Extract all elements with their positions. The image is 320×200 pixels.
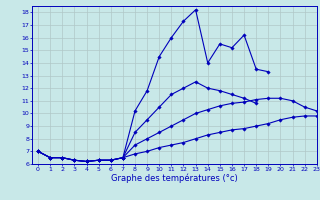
- X-axis label: Graphe des températures (°c): Graphe des températures (°c): [111, 173, 238, 183]
